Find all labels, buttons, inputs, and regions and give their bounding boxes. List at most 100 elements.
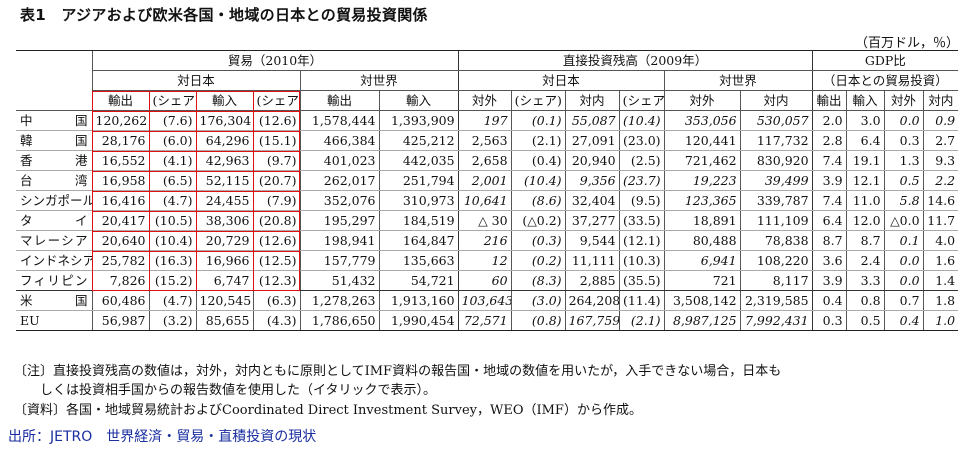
- value-cell: 7,826: [91, 270, 149, 291]
- value-cell: (0.4): [510, 150, 566, 171]
- country-cell: タイ: [16, 210, 92, 231]
- value-cell: 9.3: [922, 150, 959, 171]
- value-cell: 20,729: [195, 230, 253, 251]
- value-cell: 0.0: [883, 250, 924, 271]
- trade-world-header: 対世界: [299, 70, 459, 91]
- value-cell: 8,117: [739, 270, 813, 291]
- col-gdp-outward: 対外: [883, 90, 924, 111]
- value-cell: (10.4): [510, 170, 566, 191]
- value-cell: (2.1): [510, 130, 566, 151]
- col-world-export: 輸出: [299, 90, 379, 111]
- value-cell: (35.5): [618, 270, 665, 291]
- value-cell: 20,417: [91, 210, 149, 231]
- trade-header: 貿易（2010年）: [91, 50, 459, 71]
- value-cell: 2,001: [457, 170, 512, 191]
- value-cell: 72,571: [457, 310, 512, 331]
- value-cell: 0.1: [883, 230, 924, 251]
- value-cell: (33.5): [618, 210, 665, 231]
- value-cell: (11.4): [618, 290, 665, 311]
- value-cell: (8.3): [510, 270, 566, 291]
- col-share: (シェア): [618, 90, 665, 111]
- value-cell: (10.4): [618, 110, 665, 131]
- col-world-import: 輸入: [378, 90, 459, 111]
- value-cell: 42,963: [195, 150, 253, 171]
- value-cell: (12.5): [252, 250, 300, 271]
- value-cell: 264,208: [564, 290, 620, 311]
- value-cell: 7,992,431: [739, 310, 813, 331]
- fdi-world-header: 対世界: [663, 70, 813, 91]
- value-cell: 19,223: [663, 170, 741, 191]
- table-row: 韓国 28,176 (6.0) 64,296 (15.1) 466,384 425,212 2…: [16, 130, 959, 151]
- country-header: [16, 50, 92, 111]
- value-cell: 37,277: [564, 210, 620, 231]
- value-cell: 6,941: [663, 250, 741, 271]
- value-cell: (0.1): [510, 110, 566, 131]
- value-cell: (0.8): [510, 310, 566, 331]
- value-cell: (6.3): [252, 290, 300, 311]
- value-cell: 19.1: [845, 150, 885, 171]
- col-world-inward: 対内: [739, 90, 813, 111]
- value-cell: 167,759: [564, 310, 620, 331]
- gdp-header: GDP比: [811, 50, 959, 71]
- value-cell: 27,091: [564, 130, 620, 151]
- value-cell: (7.9): [252, 190, 300, 211]
- value-cell: (3.0): [510, 290, 566, 311]
- value-cell: 721: [663, 270, 741, 291]
- value-cell: 2,658: [457, 150, 512, 171]
- value-cell: (10.5): [148, 210, 196, 231]
- value-cell: 6,747: [195, 270, 253, 291]
- value-cell: 6.4: [845, 130, 885, 151]
- value-cell: 830,920: [739, 150, 813, 171]
- value-cell: 216: [457, 230, 512, 251]
- col-import: 輸入: [195, 90, 253, 111]
- value-cell: 352,076: [299, 190, 379, 211]
- value-cell: 16,966: [195, 250, 253, 271]
- value-cell: 16,958: [91, 170, 149, 191]
- value-cell: 3.6: [811, 250, 847, 271]
- value-cell: (10.4): [148, 230, 196, 251]
- value-cell: 38,306: [195, 210, 253, 231]
- value-cell: (6.0): [148, 130, 196, 151]
- value-cell: 103,643: [457, 290, 512, 311]
- value-cell: 176,304: [195, 110, 253, 131]
- value-cell: 9,544: [564, 230, 620, 251]
- value-cell: 18,891: [663, 210, 741, 231]
- col-share: (シェア): [148, 90, 196, 111]
- value-cell: 1,990,454: [378, 310, 459, 331]
- value-cell: 52,115: [195, 170, 253, 191]
- col-share: (シェア): [252, 90, 300, 111]
- value-cell: 51,432: [299, 270, 379, 291]
- value-cell: 0.5: [883, 170, 924, 191]
- source-credit: 出所：JETRO 世界経済・貿易・直積投資の現状: [8, 429, 317, 445]
- value-cell: 0.0: [883, 110, 924, 131]
- value-cell: 78,838: [739, 230, 813, 251]
- value-cell: (3.2): [148, 310, 196, 331]
- value-cell: 64,296: [195, 130, 253, 151]
- value-cell: 1,278,263: [299, 290, 379, 311]
- value-cell: 120,545: [195, 290, 253, 311]
- value-cell: (9.5): [618, 190, 665, 211]
- value-cell: 0.3: [811, 310, 847, 331]
- value-cell: 198,941: [299, 230, 379, 251]
- value-cell: 14.6: [922, 190, 959, 211]
- value-cell: 55,087: [564, 110, 620, 131]
- country-cell: 韓国: [16, 130, 92, 151]
- value-cell: 442,035: [378, 150, 459, 171]
- value-cell: (12.6): [252, 110, 300, 131]
- value-cell: 466,384: [299, 130, 379, 151]
- value-cell: 9,356: [564, 170, 620, 191]
- value-cell: 120,262: [91, 110, 149, 131]
- col-gdp-import: 輸入: [845, 90, 885, 111]
- col-share: (シェア): [510, 90, 566, 111]
- note-2: しくは投資相手国からの報告数値を使用した（イタリックで表示）。: [40, 383, 436, 398]
- trade-japan-header: 対日本: [91, 70, 300, 91]
- value-cell: (8.6): [510, 190, 566, 211]
- value-cell: 20,640: [91, 230, 149, 251]
- value-cell: 16,552: [91, 150, 149, 171]
- value-cell: (2.5): [618, 150, 665, 171]
- value-cell: 0.5: [845, 310, 885, 331]
- value-cell: (20.8): [252, 210, 300, 231]
- value-cell: 11.7: [922, 210, 959, 231]
- value-cell: 353,056: [663, 110, 741, 131]
- table-row: マレーシア 20,640 (10.4) 20,729 (12.6) 198,941 164,…: [16, 230, 959, 251]
